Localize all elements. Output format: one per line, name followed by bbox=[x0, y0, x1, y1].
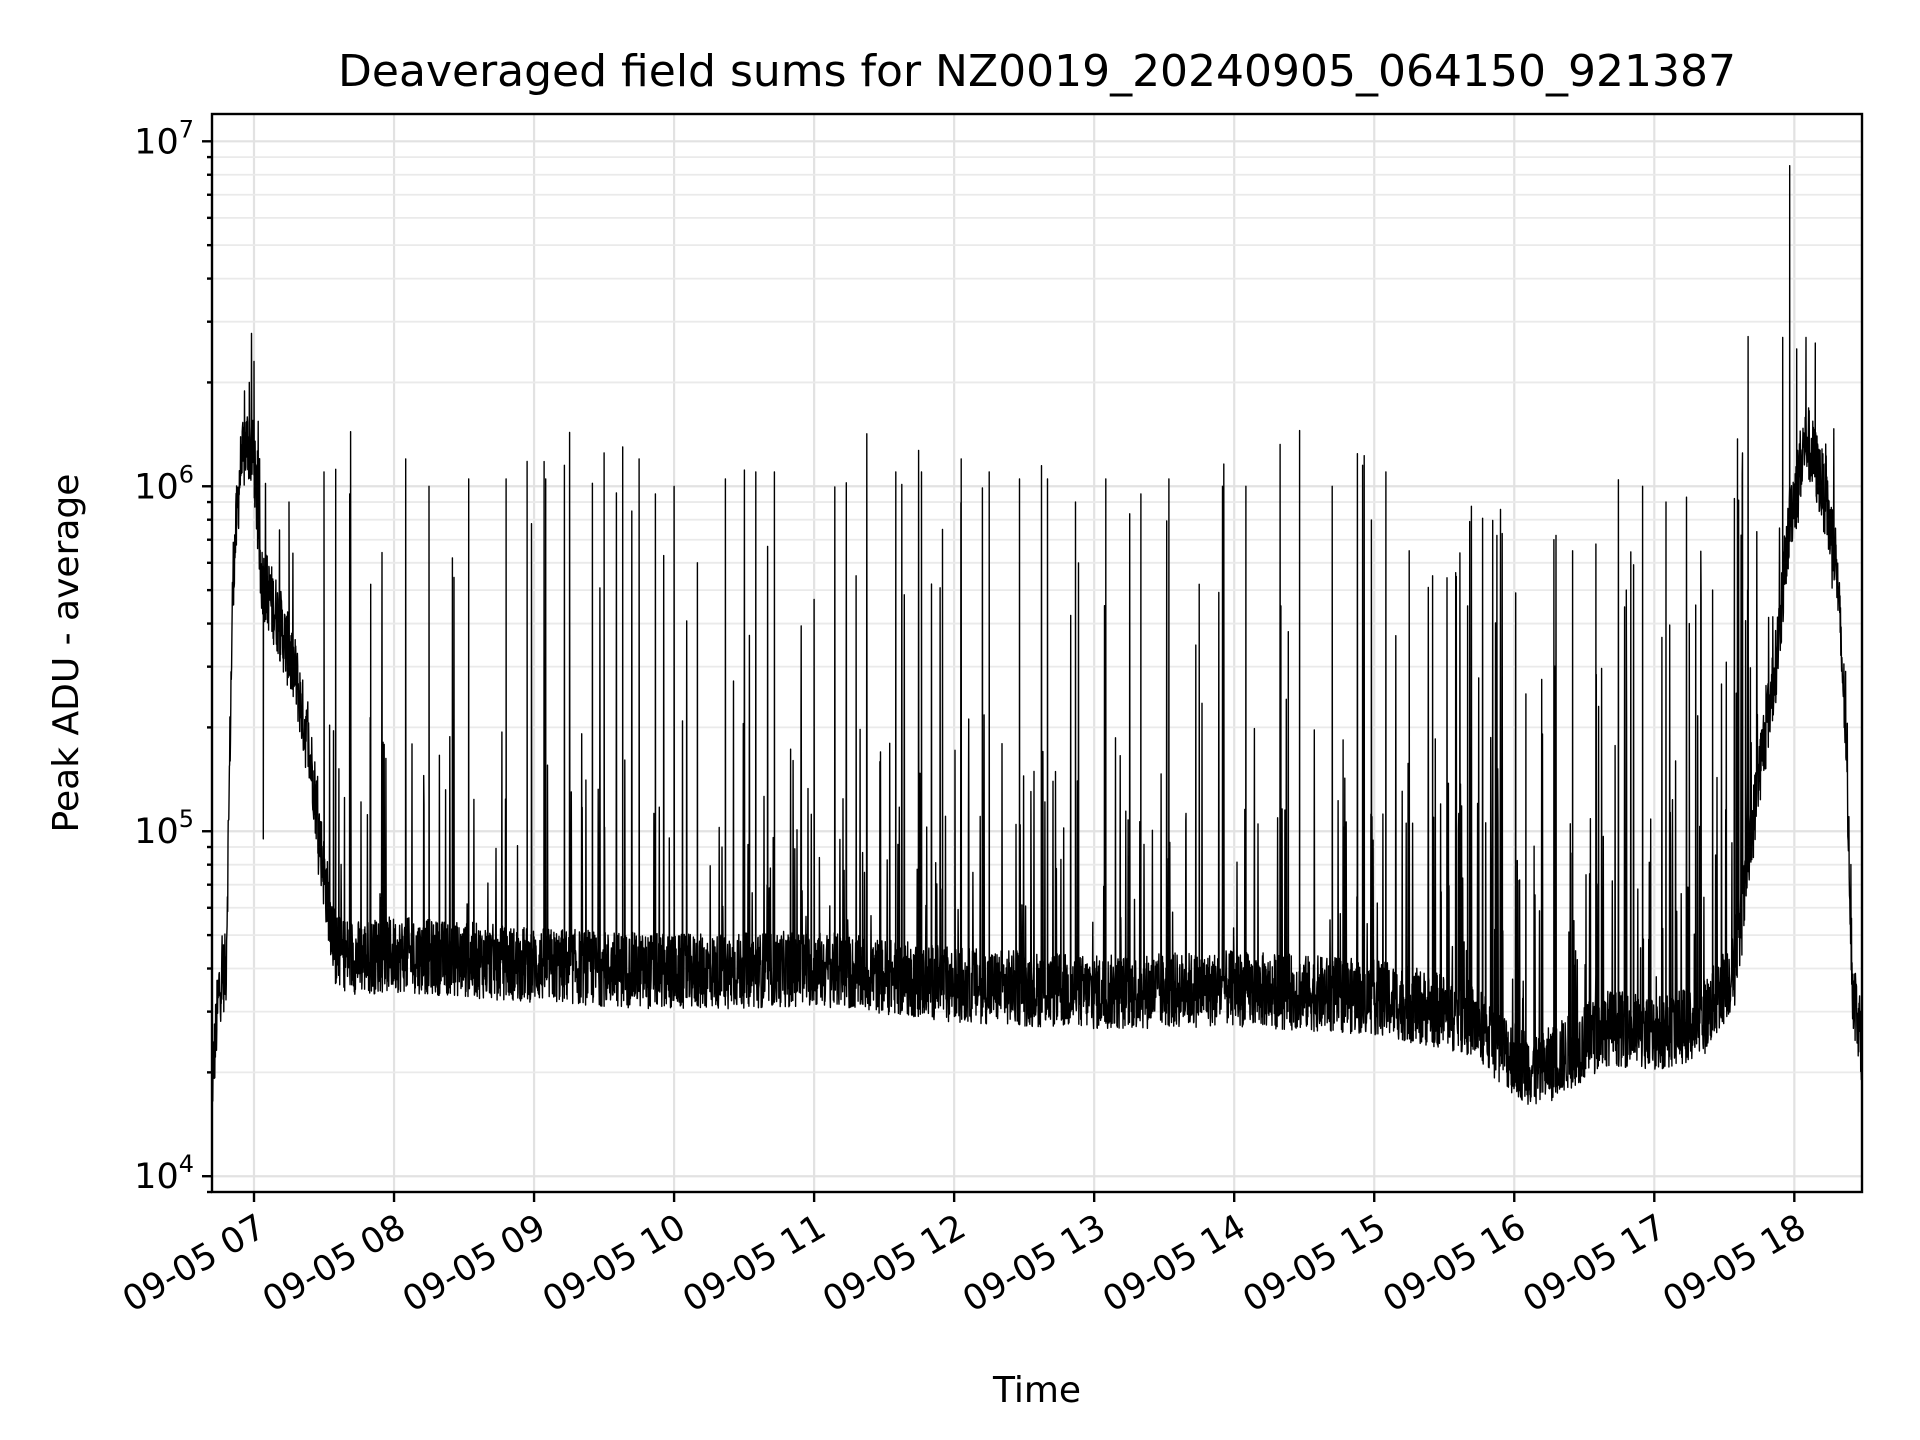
y-tick-label: 107 bbox=[134, 115, 194, 162]
y-tick-label: 105 bbox=[134, 805, 194, 852]
y-axis-label: Peak ADU - average bbox=[46, 474, 87, 833]
chart-title: Deaveraged field sums for NZ0019_2024090… bbox=[338, 46, 1736, 97]
y-tick-label: 106 bbox=[134, 460, 194, 507]
x-axis-label: Time bbox=[992, 1370, 1081, 1411]
y-axis: 104 105 106 107 bbox=[134, 115, 212, 1197]
plot-frame bbox=[210, 112, 1864, 1194]
series-line bbox=[211, 165, 1863, 1105]
y-tick-label: 104 bbox=[134, 1150, 194, 1197]
